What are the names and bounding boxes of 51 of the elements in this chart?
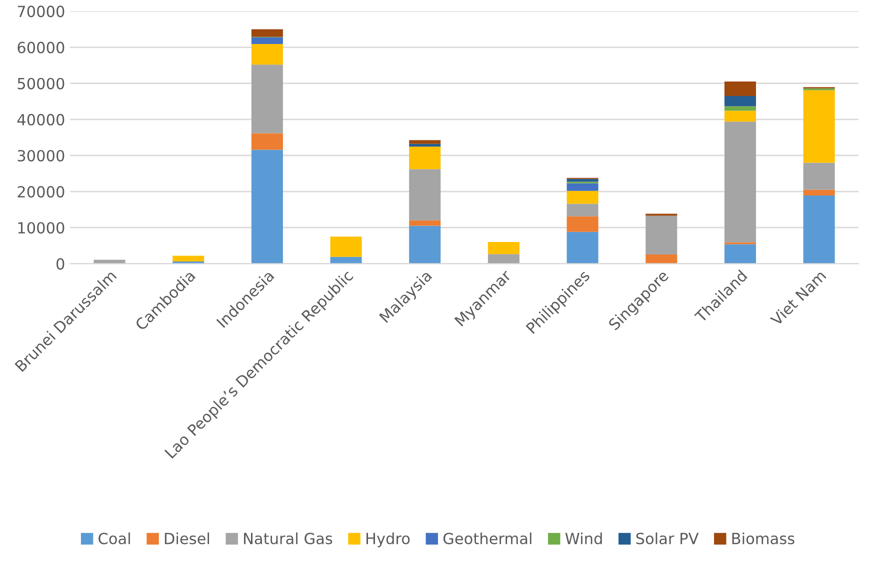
bar — [409, 169, 441, 220]
bar — [409, 220, 441, 226]
y-tick-label: 20000 — [18, 186, 64, 198]
y-tick-label: 40000 — [17, 114, 64, 126]
bar — [566, 204, 598, 216]
bar — [803, 162, 835, 190]
bar — [566, 216, 598, 232]
bar — [251, 29, 283, 37]
bar — [566, 178, 598, 182]
bar — [409, 146, 441, 170]
bar — [566, 232, 598, 264]
bar — [409, 140, 441, 144]
bar — [646, 216, 678, 254]
y-tick-label: 70000 — [18, 6, 64, 18]
bar — [724, 122, 756, 242]
bar — [488, 242, 520, 254]
y-tick-label: 0 — [56, 258, 64, 270]
legend-label: Biomass — [732, 532, 794, 544]
bar — [409, 144, 441, 147]
bar — [251, 150, 283, 264]
bar — [724, 82, 756, 96]
legend-label: Natural Gas — [244, 532, 332, 544]
bar — [724, 106, 756, 111]
bar — [803, 90, 835, 163]
legend-label: Solar PV — [636, 532, 699, 544]
bar — [251, 38, 283, 44]
bar — [724, 110, 756, 122]
legend-label: Wind — [565, 532, 602, 544]
bar — [566, 183, 598, 191]
bar — [251, 44, 283, 65]
bar — [172, 256, 204, 262]
legend-label: Hydro — [366, 532, 410, 548]
legend-label: Diesel — [164, 532, 210, 544]
bar — [724, 244, 756, 264]
bar — [724, 96, 756, 106]
bar — [488, 254, 520, 264]
bar — [646, 254, 678, 264]
y-tick-label: 50000 — [18, 78, 64, 90]
y-tick-label: 10000 — [18, 222, 64, 234]
bar — [566, 190, 598, 204]
bar — [803, 196, 835, 264]
y-tick-label: 60000 — [18, 42, 64, 54]
legend-label: Coal — [98, 532, 130, 544]
bar — [803, 190, 835, 196]
bar — [251, 64, 283, 134]
bar — [251, 133, 283, 150]
y-tick-label: 30000 — [18, 150, 64, 162]
bar — [330, 236, 362, 257]
legend-label: Geothermal — [443, 532, 532, 544]
bar — [94, 260, 126, 264]
bar — [409, 226, 441, 264]
